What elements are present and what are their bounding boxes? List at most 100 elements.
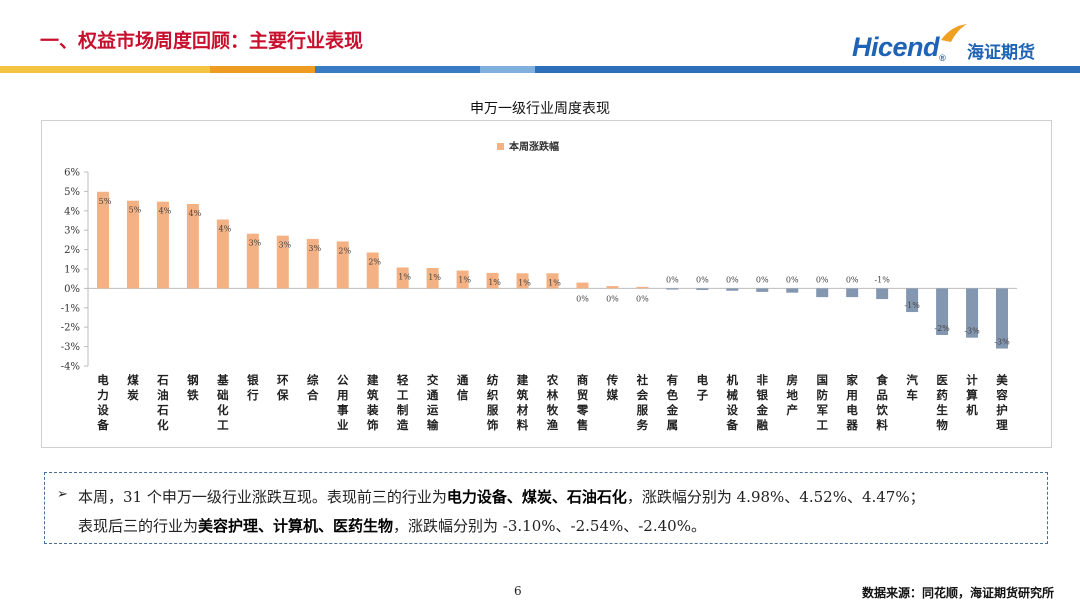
bar	[846, 288, 859, 298]
data-label: 0%	[666, 275, 679, 284]
x-category-label: 电子	[697, 373, 709, 402]
data-label: -3%	[994, 338, 1010, 347]
bar	[156, 201, 169, 289]
bar-chart: 6% 5% 4% 3% 2% 1% 0% -1% -2% -3% -4% 本周涨跌幅 5% 电力设备 5% 煤…	[61, 140, 1017, 432]
logo-registered-mark: ®	[939, 53, 946, 63]
x-category-label: 纺织服饰	[487, 373, 499, 432]
summary-text-segment: 电力设备、煤炭、石油石化	[446, 488, 627, 506]
bar	[396, 267, 409, 289]
data-label: 3%	[308, 244, 321, 253]
data-label: 5%	[129, 206, 142, 215]
data-label: 0%	[696, 275, 709, 284]
x-category-label: 非银金融	[756, 373, 769, 432]
x-category-label: 综合	[307, 373, 319, 402]
x-category-label: 食品饮料	[875, 373, 888, 432]
bar	[216, 219, 229, 289]
data-label: 1%	[518, 278, 531, 287]
x-category-label: 建筑装饰	[366, 373, 379, 432]
y-tick-label: -2%	[61, 323, 80, 334]
data-label: 0%	[606, 294, 619, 303]
page-title: 一、权益市场周度回顾：主要行业表现	[40, 30, 364, 52]
summary-line-1: 本周，31 个申万一级行业涨跌互现。表现前三的行业为电力设备、煤炭、石油石化，涨…	[78, 486, 925, 507]
bar	[576, 282, 589, 289]
data-label: 0%	[786, 275, 799, 284]
x-category-label: 国防军工	[816, 373, 828, 432]
summary-text-segment: 美容护理、计算机、医药生物	[198, 517, 394, 535]
legend-swatch	[497, 143, 504, 150]
data-label: 3%	[248, 239, 261, 248]
bar	[426, 268, 439, 289]
x-category-label: 煤炭	[127, 373, 139, 402]
bar	[696, 288, 709, 290]
x-category-label: 石油石化	[156, 373, 169, 432]
bar	[606, 286, 619, 289]
header-band-yellow	[0, 66, 210, 73]
x-category-label: 计算机	[965, 373, 978, 417]
x-category-label: 建筑材料	[517, 373, 529, 432]
data-label: 3%	[278, 241, 291, 250]
company-logo: Hicend® 海证期货	[852, 24, 1052, 68]
x-category-label: 机械设备	[726, 373, 739, 432]
y-tick-label: 6%	[64, 168, 80, 179]
summary-text-segment: ，涨跌幅分别为 4.98%、4.52%、4.47%；	[626, 488, 925, 506]
logo-swoosh-icon	[941, 24, 967, 42]
y-tick-label: 4%	[64, 206, 80, 217]
bar	[306, 238, 319, 289]
data-label: 4%	[189, 209, 202, 218]
y-tick-label: 1%	[64, 265, 80, 276]
bar	[636, 286, 649, 289]
legend-label: 本周涨跌幅	[509, 140, 559, 153]
data-label: 4%	[159, 207, 172, 216]
x-category-label: 钢铁	[187, 373, 199, 402]
summary-line-2: 表现后三的行业为美容护理、计算机、医药生物，涨跌幅分别为 -3.10%、-2.5…	[78, 515, 706, 536]
data-label: 1%	[428, 273, 441, 282]
data-source: 数据来源：同花顺，海证期货研究所	[861, 586, 1054, 600]
bar	[726, 288, 739, 291]
x-category-label: 房地产	[786, 373, 798, 417]
data-label: 0%	[846, 275, 859, 284]
data-label: 2%	[368, 258, 381, 267]
header-band-orange	[210, 66, 315, 73]
x-category-label: 通信	[457, 373, 469, 402]
y-tick-label: -4%	[61, 362, 80, 373]
x-category-label: 医药生物	[936, 373, 948, 432]
summary-text-segment: 本周，31 个申万一级行业涨跌互现。表现前三的行业为	[78, 488, 447, 506]
x-category-label: 传媒	[606, 373, 619, 402]
x-category-label: 电力设备	[96, 373, 109, 432]
summary-note-box: ➢ 本周，31 个申万一级行业涨跌互现。表现前三的行业为电力设备、煤炭、石油石化…	[44, 472, 1048, 544]
bar	[546, 273, 559, 289]
logo-wordmark: Hicend®	[852, 32, 946, 63]
bar	[456, 270, 469, 289]
data-label: 0%	[636, 294, 649, 303]
header-band-blue-mid	[315, 66, 480, 73]
x-category-label: 公用事业	[336, 373, 349, 432]
y-tick-label: 5%	[64, 187, 80, 198]
bar	[516, 273, 529, 289]
bar	[126, 200, 139, 289]
bar	[756, 288, 769, 292]
bar	[906, 288, 919, 313]
bar	[486, 272, 499, 289]
x-category-label: 银行	[246, 373, 259, 402]
chart-title: 申万一级行业周度表现	[470, 101, 610, 117]
x-category-label: 基础化工	[216, 373, 229, 432]
chart-frame: 6% 5% 4% 3% 2% 1% 0% -1% -2% -3% -4% 本周涨跌幅 5% 电力设备 5% 煤…	[41, 120, 1052, 448]
x-category-label: 家用电器	[845, 373, 858, 432]
bar	[366, 252, 379, 289]
bar	[966, 288, 979, 338]
summary-text-segment: ，涨跌幅分别为 -3.10%、-2.54%、-2.40%。	[393, 517, 706, 535]
x-category-label: 汽车	[906, 373, 918, 402]
y-tick-label: 0%	[64, 284, 80, 295]
arrow-bullet-icon: ➢	[57, 487, 68, 502]
bar	[186, 204, 199, 289]
bar	[786, 288, 799, 293]
y-tick-label: 3%	[64, 226, 80, 237]
bar	[876, 288, 889, 300]
data-label: -2%	[934, 324, 950, 333]
x-category-label: 商贸零售	[576, 373, 589, 432]
x-category-label: 美容护理	[995, 373, 1008, 432]
data-label: 0%	[576, 294, 589, 303]
header-band-blue	[535, 66, 1080, 73]
summary-text-segment: 表现后三的行业为	[78, 517, 199, 535]
data-label: 0%	[726, 275, 739, 284]
